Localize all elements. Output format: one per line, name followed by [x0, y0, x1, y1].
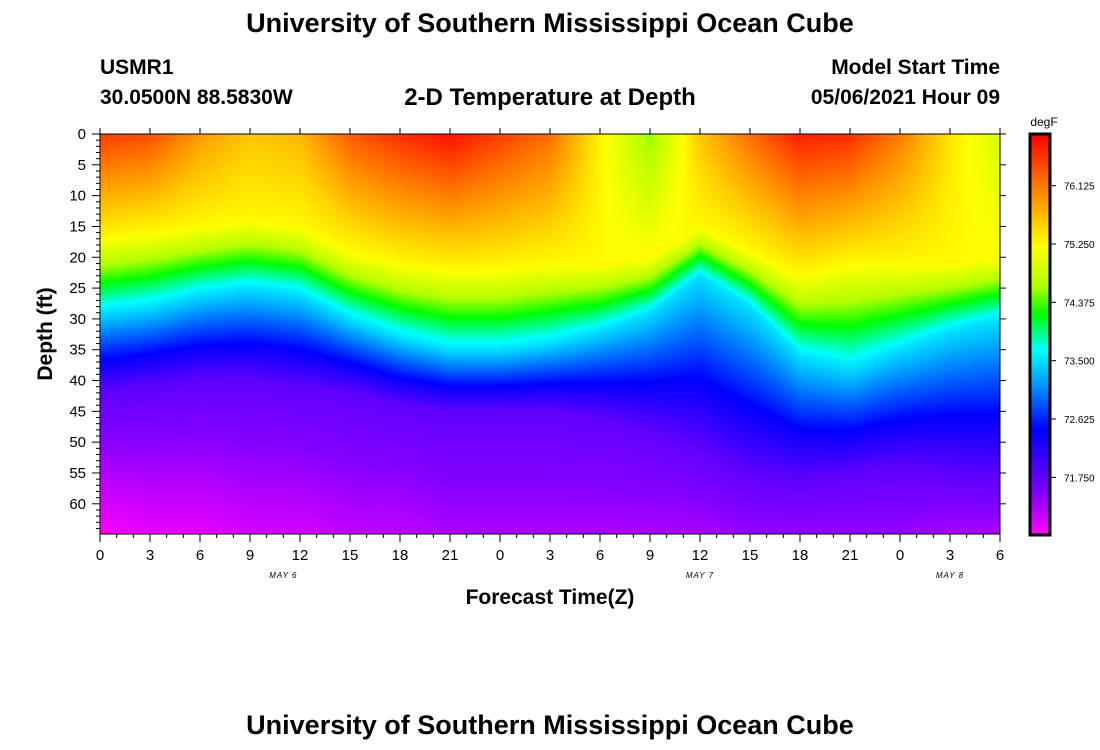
page-title-top: University of Southern Mississippi Ocean…	[246, 8, 854, 38]
x-tick-label: 18	[792, 547, 809, 564]
y-tick-label: 60	[69, 496, 86, 513]
x-tick-label: 9	[246, 547, 254, 564]
colorbar: degF 76.125 75.250 74.375 73.500 72.625 71.75…	[1028, 115, 1095, 537]
temperature-heatmap	[100, 134, 1000, 534]
x-tick-label: 3	[546, 547, 554, 564]
x-tick-label: 3	[146, 547, 154, 564]
y-tick-label: 0	[78, 126, 86, 143]
y-tick-label: 10	[69, 188, 86, 205]
colorbar-gradient	[1030, 134, 1050, 534]
x-tick-label: 12	[292, 547, 309, 564]
y-tick-label: 50	[69, 434, 86, 451]
y-tick-label: 40	[69, 373, 86, 390]
model-start-label: Model Start Time	[831, 56, 1000, 79]
y-tick-label: 30	[69, 311, 86, 328]
colorbar-tick-label: 75.250	[1064, 240, 1095, 251]
x-tick-label: 6	[196, 547, 204, 564]
x-tick-label: 12	[692, 547, 709, 564]
y-tick-label: 35	[69, 342, 86, 359]
x-axis: 0 3 6 9 12 15 18 21 0 3 6 9 12 15 18 21 0 3 6	[96, 128, 1004, 564]
date-label: MAY 8	[936, 571, 964, 580]
colorbar-tick-label: 74.375	[1064, 298, 1095, 309]
x-tick-label: 9	[646, 547, 654, 564]
product-title: 2-D Temperature at Depth	[404, 84, 696, 111]
x-tick-label: 0	[896, 547, 904, 564]
y-axis: 0 5 10 15 20 25 30 35 40 45 50 55 60	[69, 126, 1006, 529]
colorbar-tick-label: 72.625	[1064, 415, 1095, 426]
x-tick-label: 0	[96, 547, 104, 564]
x-tick-label: 6	[996, 547, 1004, 564]
x-tick-label: 18	[392, 547, 409, 564]
x-tick-label: 6	[596, 547, 604, 564]
colorbar-unit: degF	[1030, 115, 1057, 129]
x-tick-label: 21	[442, 547, 459, 564]
colorbar-tick-label: 73.500	[1064, 357, 1095, 368]
y-tick-label: 55	[69, 465, 86, 482]
x-tick-label: 15	[342, 547, 359, 564]
date-label: MAY 7	[686, 571, 714, 580]
x-axis-label: Forecast Time(Z)	[466, 586, 635, 609]
model-start-value: 05/06/2021 Hour 09	[810, 86, 1000, 109]
colorbar-tick-label: 76.125	[1064, 182, 1095, 193]
page-title-bottom: University of Southern Mississippi Ocean…	[246, 710, 854, 740]
x-tick-label: 21	[842, 547, 859, 564]
x-tick-label: 15	[742, 547, 759, 564]
x-tick-label: 0	[496, 547, 504, 564]
y-tick-label: 45	[69, 403, 86, 420]
y-tick-label: 25	[69, 280, 86, 297]
station-id: USMR1	[100, 56, 174, 79]
colorbar-tick-label: 71.750	[1064, 473, 1095, 484]
colorbar-frame	[1028, 132, 1052, 537]
y-tick-label: 15	[69, 218, 86, 235]
date-label: MAY 6	[269, 571, 297, 580]
y-tick-label: 5	[78, 157, 86, 174]
date-labels: MAY 6 MAY 7 MAY 8	[269, 571, 964, 580]
x-tick-label: 3	[946, 547, 954, 564]
station-coords: 30.0500N 88.5830W	[100, 86, 293, 109]
y-tick-label: 20	[69, 249, 86, 266]
y-axis-label: Depth (ft)	[34, 287, 57, 380]
